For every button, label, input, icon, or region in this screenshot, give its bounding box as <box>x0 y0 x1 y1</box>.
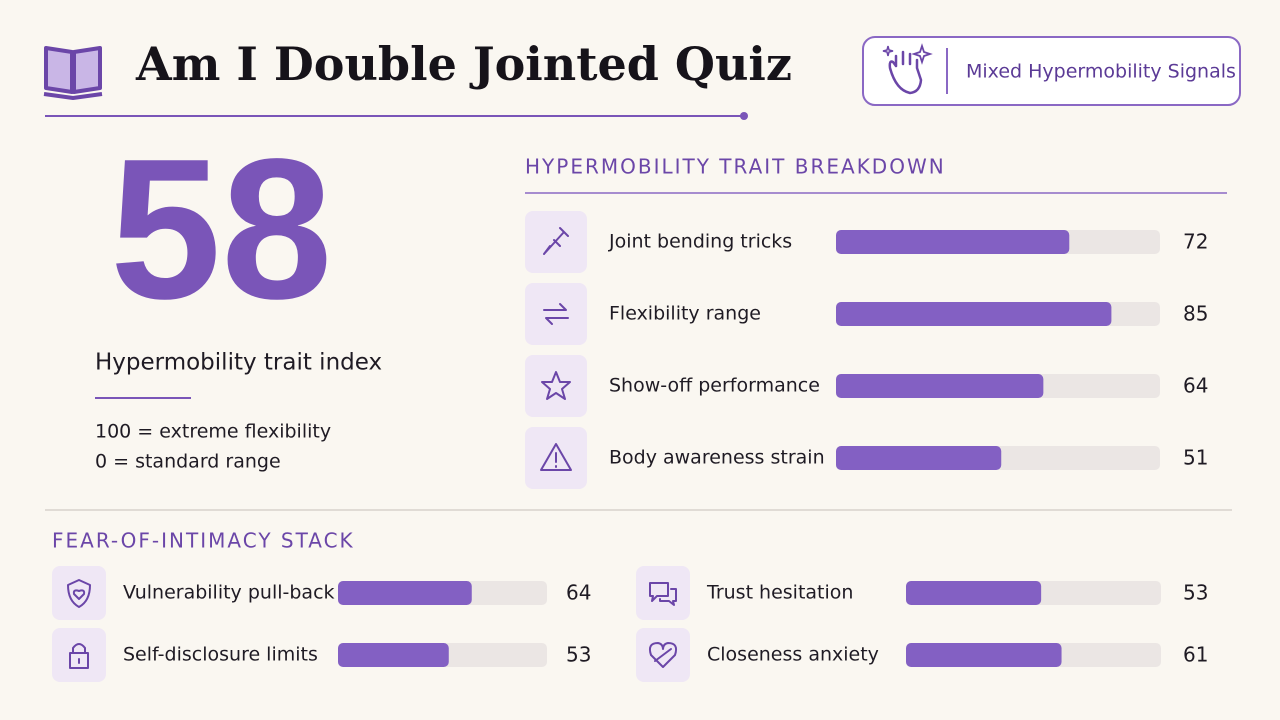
item-value: 61 <box>1183 643 1208 667</box>
icon <box>649 582 677 606</box>
icon-tile <box>52 628 106 682</box>
bar <box>906 643 1062 667</box>
item-value: 53 <box>566 643 591 667</box>
item-value: 64 <box>566 581 591 605</box>
icon-tile <box>525 355 587 417</box>
bar <box>836 302 1112 326</box>
icon <box>541 371 571 400</box>
icon <box>543 303 569 325</box>
item-label: Self-disclosure limits <box>123 644 318 666</box>
bar <box>836 230 1070 254</box>
item-value: 53 <box>1183 581 1208 605</box>
underline-dot <box>740 112 748 120</box>
score-note: 0 = standard range <box>95 451 281 473</box>
icon-tile <box>52 566 106 620</box>
item-label: Body awareness strain <box>609 447 825 469</box>
badge-box <box>862 36 1241 106</box>
icon <box>69 643 89 669</box>
hand-icon <box>882 43 933 95</box>
bar <box>836 374 1044 398</box>
section-title: HYPERMOBILITY TRAIT BREAKDOWN <box>525 155 946 179</box>
badge-text: Mixed Hypermobility Signals <box>966 61 1236 83</box>
item-value: 64 <box>1183 374 1208 398</box>
item-label: Closeness anxiety <box>707 644 879 666</box>
icon-tile <box>636 566 690 620</box>
score-label: Hypermobility trait index <box>95 350 382 376</box>
score-note: 100 = extreme flexibility <box>95 421 331 443</box>
item-value: 85 <box>1183 302 1208 326</box>
bar <box>836 446 1002 470</box>
icon <box>67 579 91 608</box>
icon <box>543 227 569 255</box>
item-label: Show-off performance <box>609 375 820 397</box>
item-value: 51 <box>1183 446 1208 470</box>
icon <box>648 642 678 668</box>
icon-tile <box>525 283 587 345</box>
item-label: Vulnerability pull-back <box>123 582 335 604</box>
bar <box>338 581 472 605</box>
page-title: Am I Double Jointed Quiz <box>135 37 792 91</box>
score-value: 58 <box>110 118 332 341</box>
bar <box>338 643 449 667</box>
book-icon <box>43 46 103 100</box>
item-value: 72 <box>1183 230 1208 254</box>
section-title: FEAR-OF-INTIMACY STACK <box>52 529 355 553</box>
bar <box>906 581 1042 605</box>
item-label: Flexibility range <box>609 303 761 325</box>
icon <box>540 443 572 471</box>
item-label: Joint bending tricks <box>608 231 792 253</box>
item-label: Trust hesitation <box>706 582 853 604</box>
